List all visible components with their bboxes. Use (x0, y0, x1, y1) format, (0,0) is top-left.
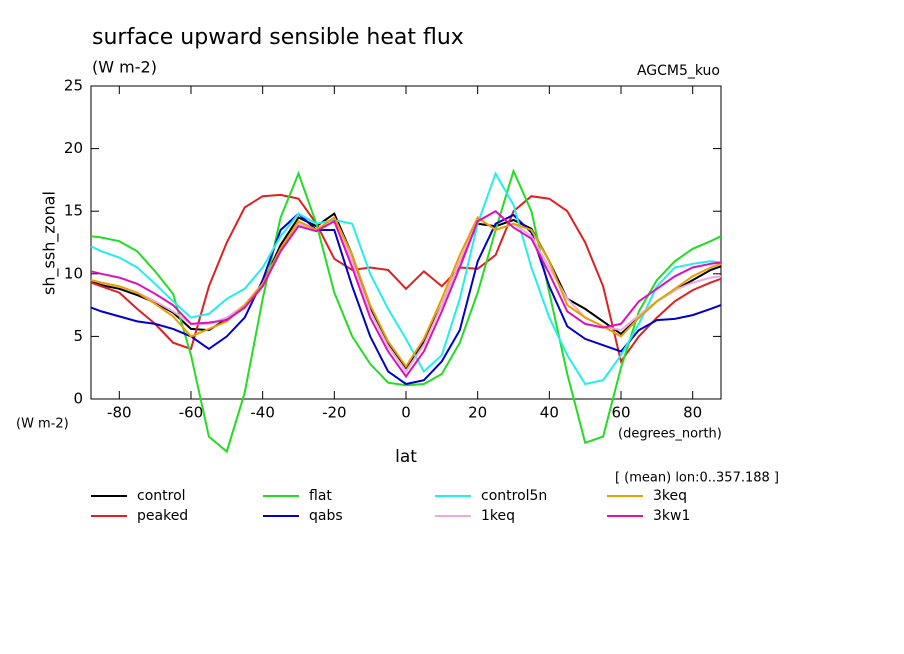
y-tick-label: 0 (73, 390, 83, 408)
region-note: [ (mean) lon:0..357.188 ] (615, 471, 779, 486)
y-tick-label: 25 (64, 77, 83, 95)
x-tick-label: -40 (250, 404, 275, 422)
x-tick-label: 20 (468, 404, 487, 422)
x-tick-label: 80 (683, 404, 702, 422)
x-axis-label: lat (395, 447, 417, 467)
legend-label: control5n (481, 488, 547, 504)
legend-label: 1keq (481, 508, 515, 524)
series-line (90, 193, 722, 364)
legend-label: flat (309, 488, 332, 504)
legend-label: 3kw1 (653, 508, 690, 524)
chart-title: surface upward sensible heat flux (92, 25, 464, 50)
series-line (90, 209, 722, 379)
series-line (90, 171, 722, 386)
y-tick-label: 5 (73, 327, 83, 345)
legend-label: qabs (309, 508, 343, 524)
y-tick-label: 20 (64, 139, 83, 157)
legend-label: control (137, 488, 186, 504)
series-line (90, 212, 722, 386)
y-units: (W m-2) (16, 417, 69, 432)
model-tag: AGCM5_kuo (637, 63, 720, 79)
series-line (90, 168, 722, 454)
x-tick-label: 40 (540, 404, 559, 422)
legend-label: 3keq (653, 488, 687, 504)
legend-label: peaked (137, 508, 188, 524)
x-tick-label: -60 (179, 404, 204, 422)
y-axis-label: sh_ssh_zonal (40, 191, 60, 295)
x-tick-label: -80 (107, 404, 132, 422)
y-tick-label: 10 (64, 264, 83, 282)
x-units: (degrees_north) (618, 427, 722, 442)
x-tick-label: 0 (401, 404, 411, 422)
x-tick-label: 60 (611, 404, 630, 422)
units-label: (W m-2) (92, 58, 157, 77)
y-tick-label: 15 (64, 202, 83, 220)
x-tick-label: -20 (322, 404, 347, 422)
series-line (90, 216, 722, 369)
